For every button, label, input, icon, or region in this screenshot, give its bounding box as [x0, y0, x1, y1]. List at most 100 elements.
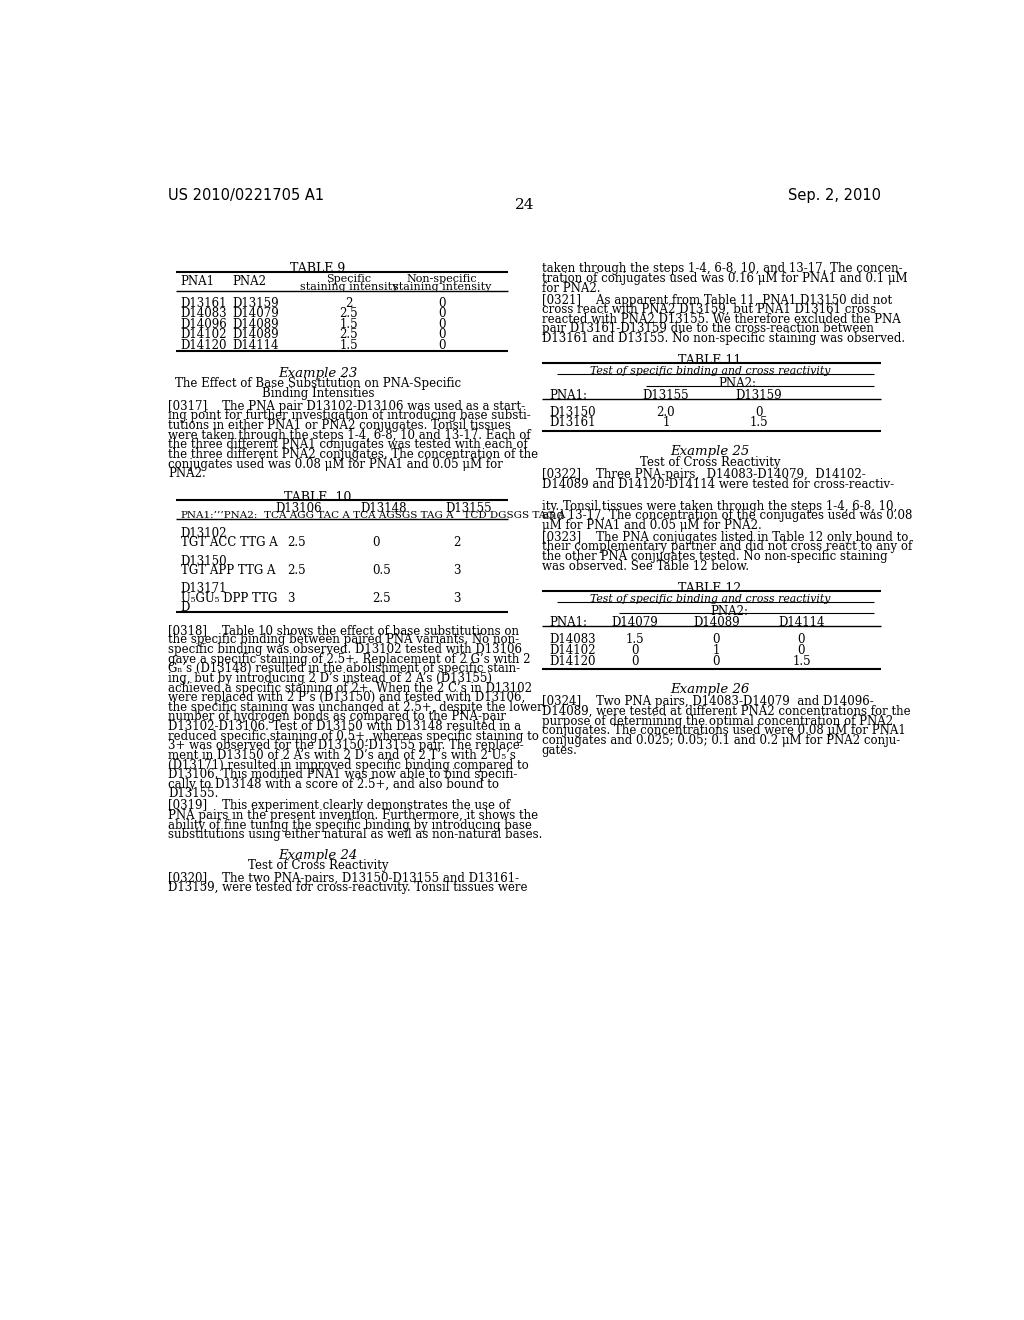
Text: Example 24: Example 24 [279, 849, 357, 862]
Text: 0: 0 [372, 536, 380, 549]
Text: Non-specific: Non-specific [407, 275, 477, 284]
Text: 1.5: 1.5 [340, 339, 358, 351]
Text: [0320]    The two PNA-pairs, D13150-D13155 and D13161-: [0320] The two PNA-pairs, D13150-D13155 … [168, 871, 519, 884]
Text: D13106. This modified PNA1 was now able to bind specifi-: D13106. This modified PNA1 was now able … [168, 768, 518, 781]
Text: were replaced with 2 P’s (D13150) and tested with D13106,: were replaced with 2 P’s (D13150) and te… [168, 692, 525, 705]
Text: 1.5: 1.5 [750, 416, 768, 429]
Text: [0322]    Three PNA-pairs,  D14083-D14079,  D14102-: [0322] Three PNA-pairs, D14083-D14079, D… [542, 469, 865, 480]
Text: number of hydrogen bonds as compared to the PNA-pair: number of hydrogen bonds as compared to … [168, 710, 506, 723]
Text: 0: 0 [631, 644, 639, 657]
Text: D13155: D13155 [642, 388, 689, 401]
Text: Sep. 2, 2010: Sep. 2, 2010 [788, 187, 882, 203]
Text: Test of Cross Reactivity: Test of Cross Reactivity [640, 455, 780, 469]
Text: [0317]    The PNA pair D13102-D13106 was used as a start-: [0317] The PNA pair D13102-D13106 was us… [168, 400, 525, 413]
Text: 2.5: 2.5 [287, 564, 305, 577]
Text: D13102-D13106. Test of D13150 with D13148 resulted in a: D13102-D13106. Test of D13150 with D1314… [168, 721, 521, 733]
Text: purpose of determining the optimal concentration of PNA2: purpose of determining the optimal conce… [542, 714, 893, 727]
Text: the specific staining was unchanged at 2.5+, despite the lower: the specific staining was unchanged at 2… [168, 701, 543, 714]
Text: Binding Intensities: Binding Intensities [261, 387, 374, 400]
Text: staining intensity: staining intensity [300, 281, 398, 292]
Text: D14079: D14079 [232, 308, 280, 321]
Text: PNA2: PNA2 [232, 276, 266, 289]
Text: conjugates and 0.025; 0.05; 0.1 and 0.2 μM for PNA2 conju-: conjugates and 0.025; 0.05; 0.1 and 0.2 … [542, 734, 900, 747]
Text: [0319]    This experiment clearly demonstrates the use of: [0319] This experiment clearly demonstra… [168, 800, 510, 812]
Text: 1.5: 1.5 [793, 655, 811, 668]
Text: Example 25: Example 25 [671, 445, 750, 458]
Text: D13150: D13150 [550, 405, 596, 418]
Text: D13161 and D13155. No non-specific staining was observed.: D13161 and D13155. No non-specific stain… [542, 333, 905, 345]
Text: D13106: D13106 [275, 502, 322, 515]
Text: TABLE  10: TABLE 10 [285, 491, 351, 504]
Text: D14083: D14083 [550, 634, 596, 645]
Text: 2.5: 2.5 [340, 329, 358, 341]
Text: 0: 0 [438, 329, 445, 341]
Text: ing, but by introducing 2 D’s instead of 2 A’s (D13155): ing, but by introducing 2 D’s instead of… [168, 672, 493, 685]
Text: D14114: D14114 [232, 339, 280, 351]
Text: conjugates used was 0.08 μM for PNA1 and 0.05 μM for: conjugates used was 0.08 μM for PNA1 and… [168, 458, 503, 470]
Text: the specific binding between paired PNA variants. No non-: the specific binding between paired PNA … [168, 634, 519, 647]
Text: 3: 3 [287, 591, 294, 605]
Text: 1.5: 1.5 [340, 318, 358, 331]
Text: D14089 and D14120-D14114 were tested for cross-reactiv-: D14089 and D14120-D14114 were tested for… [542, 478, 894, 491]
Text: D13150: D13150 [180, 554, 227, 568]
Text: [0318]    Table 10 shows the effect of base substitutions on: [0318] Table 10 shows the effect of base… [168, 624, 519, 636]
Text: their complementary partner and did not cross react to any of: their complementary partner and did not … [542, 540, 912, 553]
Text: TCA AGG TAC A TCA AGSGS TAG A   TCD DGSGS TAG A: TCA AGG TAC A TCA AGSGS TAG A TCD DGSGS … [263, 511, 565, 520]
Text: Gₙ’s (D13148) resulted in the abolishment of specific stain-: Gₙ’s (D13148) resulted in the abolishmen… [168, 663, 520, 676]
Text: The Effect of Base Substitution on PNA-Specific: The Effect of Base Substitution on PNA-S… [175, 378, 461, 391]
Text: [0321]    As apparent from Table 11, PNA1 D13150 did not: [0321] As apparent from Table 11, PNA1 D… [542, 293, 892, 306]
Text: PNA2.: PNA2. [168, 467, 206, 480]
Text: 2.5: 2.5 [287, 536, 305, 549]
Text: TABLE 9: TABLE 9 [290, 263, 345, 276]
Text: PNA2:: PNA2: [711, 605, 749, 618]
Text: ity. Tonsil tissues were taken through the steps 1-4, 6-8, 10,: ity. Tonsil tissues were taken through t… [542, 499, 897, 512]
Text: PNA1: PNA1 [180, 276, 215, 289]
Text: tutions in either PNA1 or PNA2 conjugates. Tonsil tissues: tutions in either PNA1 or PNA2 conjugate… [168, 418, 511, 432]
Text: Test of specific binding and cross reactivity: Test of specific binding and cross react… [590, 367, 830, 376]
Text: D14096: D14096 [180, 318, 227, 331]
Text: 0: 0 [798, 634, 805, 645]
Text: TABLE 11: TABLE 11 [678, 354, 741, 367]
Text: 0: 0 [713, 634, 720, 645]
Text: ment in D13150 of 2 A’s with 2 D’s and of 2 T’s with 2 U₅’s: ment in D13150 of 2 A’s with 2 D’s and o… [168, 748, 516, 762]
Text: D14083: D14083 [180, 308, 227, 321]
Text: D14089: D14089 [232, 318, 280, 331]
Text: achieved a specific staining of 2+. When the 2 C’s in D13102: achieved a specific staining of 2+. When… [168, 681, 532, 694]
Text: PNA2:: PNA2: [718, 378, 756, 391]
Text: D14102: D14102 [180, 329, 227, 341]
Text: the three different PNA2 conjugates. The concentration of the: the three different PNA2 conjugates. The… [168, 447, 539, 461]
Text: substitutions using either natural as well as non-natural bases.: substitutions using either natural as we… [168, 829, 543, 841]
Text: PNA1:’’’PNA2:: PNA1:’’’PNA2: [180, 511, 258, 520]
Text: PNA pairs in the present invention. Furthermore, it shows the: PNA pairs in the present invention. Furt… [168, 809, 539, 822]
Text: 0: 0 [438, 339, 445, 351]
Text: 0.5: 0.5 [372, 564, 391, 577]
Text: (D13171) resulted in improved specific binding compared to: (D13171) resulted in improved specific b… [168, 759, 529, 772]
Text: D13161: D13161 [550, 416, 596, 429]
Text: 0: 0 [755, 405, 763, 418]
Text: D: D [180, 601, 190, 614]
Text: reduced specific staining of 0.5+, whereas specific staining to: reduced specific staining of 0.5+, where… [168, 730, 540, 743]
Text: D14102: D14102 [550, 644, 596, 657]
Text: D13159: D13159 [735, 388, 782, 401]
Text: TABLE 12: TABLE 12 [678, 582, 741, 594]
Text: and 13-17. The concentration of the conjugates used was 0.08: and 13-17. The concentration of the conj… [542, 510, 912, 523]
Text: gave a specific staining of 2.5+. Replacement of 2 G’s with 2: gave a specific staining of 2.5+. Replac… [168, 653, 530, 665]
Text: 1: 1 [663, 416, 670, 429]
Text: 2.0: 2.0 [656, 405, 675, 418]
Text: Example 23: Example 23 [279, 367, 357, 380]
Text: D14120: D14120 [550, 655, 596, 668]
Text: for PNA2.: for PNA2. [542, 281, 600, 294]
Text: D13148: D13148 [360, 502, 407, 515]
Text: D14120: D14120 [180, 339, 227, 351]
Text: 2.5: 2.5 [340, 308, 358, 321]
Text: 2.5: 2.5 [372, 591, 391, 605]
Text: D13155.: D13155. [168, 788, 219, 800]
Text: conjugates. The concentrations used were 0.08 μM for PNA1: conjugates. The concentrations used were… [542, 725, 905, 738]
Text: PNA1:: PNA1: [550, 388, 588, 401]
Text: cally to D13148 with a score of 2.5+, and also bound to: cally to D13148 with a score of 2.5+, an… [168, 777, 500, 791]
Text: was observed. See Table 12 below.: was observed. See Table 12 below. [542, 560, 749, 573]
Text: US 2010/0221705 A1: US 2010/0221705 A1 [168, 187, 325, 203]
Text: 3: 3 [454, 591, 461, 605]
Text: ing point for further investigation of introducing base substi-: ing point for further investigation of i… [168, 409, 531, 422]
Text: 24: 24 [515, 198, 535, 213]
